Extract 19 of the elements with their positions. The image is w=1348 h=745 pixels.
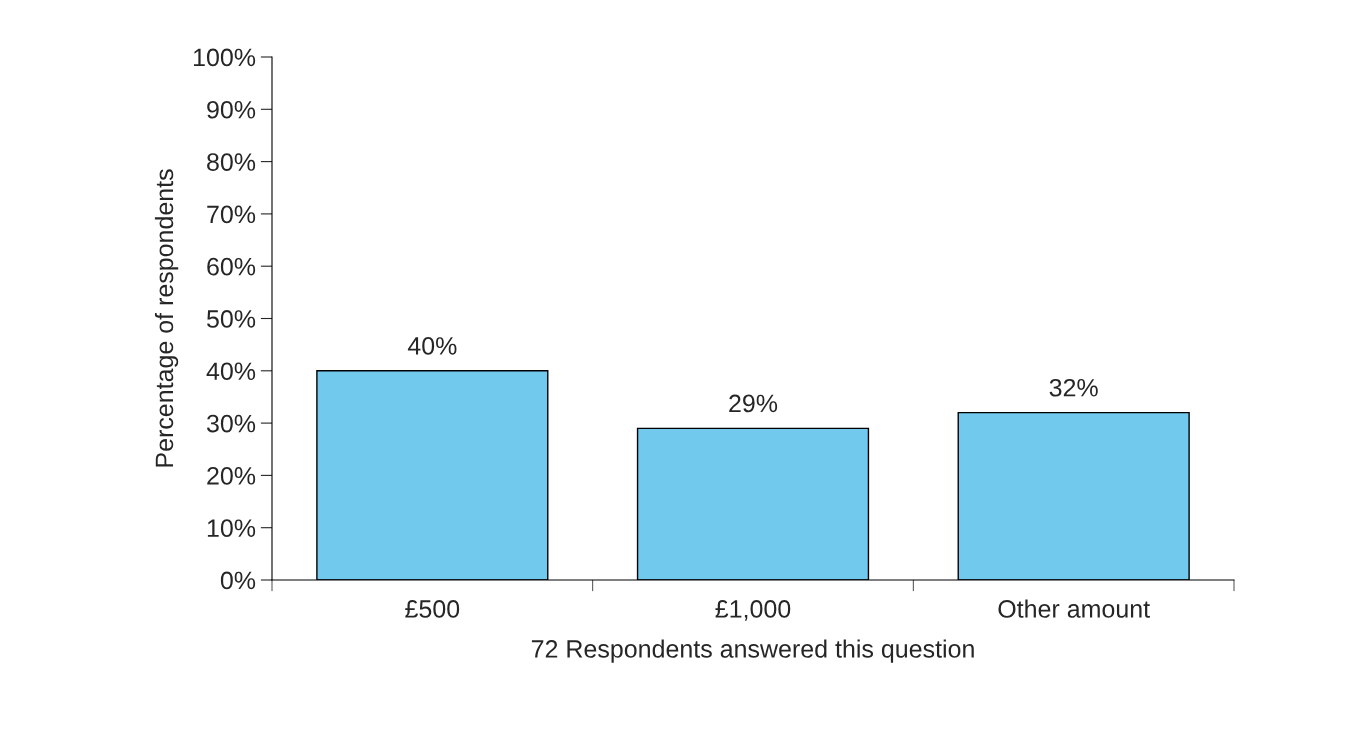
y-tick-label: 90% xyxy=(207,100,256,119)
y-tick-label: 50% xyxy=(206,310,256,328)
y-tick-label: 80% xyxy=(207,153,256,171)
data-label: 32% xyxy=(1049,378,1098,397)
y-tick-label: 70% xyxy=(207,205,256,224)
y-tick-label: 40% xyxy=(206,362,256,381)
data-label: 40% xyxy=(407,337,457,355)
y-tick-label: 10% xyxy=(207,519,256,537)
x-tick-label: Other amount xyxy=(998,599,1150,618)
x-tick-label: £500 xyxy=(405,600,460,618)
x-tick-label: £1,000 xyxy=(715,600,791,621)
y-tick-label: 0% xyxy=(220,571,256,590)
y-tick-label: 20% xyxy=(207,467,256,485)
y-tick-label: 30% xyxy=(206,414,256,433)
y-tick-label: 100% xyxy=(194,48,256,67)
y-axis-title: Percentage of respondents xyxy=(154,169,179,467)
y-tick-label: 60% xyxy=(207,257,256,276)
x-axis-title: 72 Respondents answered this question xyxy=(531,639,974,663)
data-label: 29% xyxy=(729,394,778,413)
